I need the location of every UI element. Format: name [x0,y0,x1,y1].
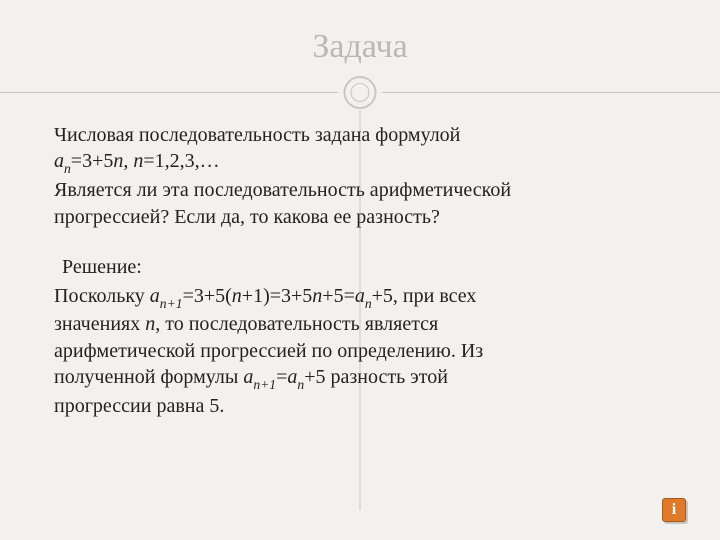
sol-n2: n [312,285,322,307]
sol-n1: n [232,285,242,307]
problem-var-n: n [113,150,123,172]
sol-eq1: =3+5( [183,285,232,307]
problem-line1: Числовая последовательность задана форму… [54,124,460,146]
problem-nvals: =1,2,3,… [143,150,219,172]
problem-statement: Числовая последовательность задана форму… [54,122,674,230]
sol-t4: арифметической прогрессией по определени… [54,340,483,362]
sol-t3: , то последовательность является [155,313,438,335]
sol-a1: a [150,285,160,307]
problem-line3a: Является ли эта последовательность арифм… [54,179,511,201]
sol-eq5: = [276,366,287,388]
sol-t2: значениях [54,313,145,335]
title-area: Задача [0,0,720,66]
sol-a2: a [243,366,253,388]
sol-eq6: +5 разность этой [304,366,448,388]
problem-comma: , [123,150,133,172]
sol-t7: прогрессии равна 5. [54,395,224,417]
sol-an: a [355,285,365,307]
sol-t1: Поскольку [54,285,150,307]
sol-an2: a [287,366,297,388]
sol-np1b: n+1 [253,377,276,392]
problem-sub-n: n [64,161,71,176]
sol-np1a: n+1 [160,296,183,311]
sol-n3: n [145,313,155,335]
sol-nsub2: n [297,377,304,392]
sol-eq3: +5= [322,285,355,307]
problem-line3b: прогрессией? Если да, то какова ее разно… [54,206,440,228]
solution-body: Поскольку an+1=3+5(n+1)=3+5n+5=an+5, при… [54,283,674,420]
problem-var-a: a [54,150,64,172]
sol-nsub: n [365,296,372,311]
problem-nvar: n [133,150,143,172]
content-area: Числовая последовательность задана форму… [0,66,720,420]
info-icon: i [672,501,676,519]
sol-eq4: +5, при всех [372,285,477,307]
sol-t5: полученной формулы [54,366,243,388]
info-button[interactable]: i [662,498,686,522]
sol-eq2: +1)=3+5 [242,285,313,307]
page-title: Задача [0,28,720,66]
solution-label: Решение: [54,254,674,280]
problem-eq1: =3+5 [71,150,114,172]
